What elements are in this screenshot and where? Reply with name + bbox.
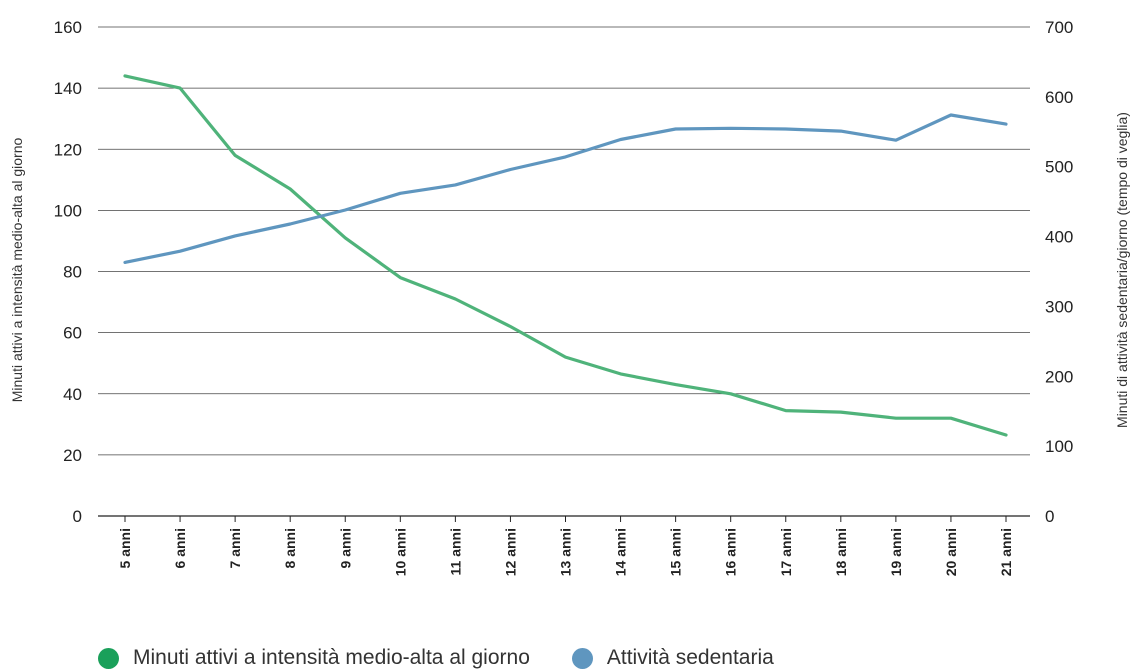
legend-item-sedentary: Attività sedentaria (571, 646, 774, 670)
right-axis-label: Minuti di attività sedentaria/giorno (te… (1114, 112, 1130, 428)
gridlines (98, 26, 1030, 517)
x-tick-label: 18 anni (833, 528, 849, 576)
left-y-tick-label: 0 (73, 507, 82, 526)
left-y-tick-label: 80 (63, 263, 82, 282)
x-axis: 5 anni 6 anni 7 anni 8 anni 9 anni 10 anni 11 … (117, 516, 1014, 576)
legend-label-active-minutes: Minuti attivi a intensità medio-alta al … (133, 646, 530, 669)
right-y-tick-label: 400 (1045, 228, 1073, 247)
right-y-tick-label: 200 (1045, 367, 1073, 386)
x-tick-label: 6 anni (172, 528, 188, 568)
left-y-axis: 0 20 40 60 80 100 120 140 160 (54, 18, 82, 526)
right-y-tick-label: 600 (1045, 88, 1073, 107)
legend-swatch-active-minutes (98, 647, 119, 669)
right-y-tick-label: 0 (1045, 507, 1054, 526)
legend-label-sedentary: Attività sedentaria (606, 646, 774, 669)
x-tick-label: 10 anni (392, 528, 408, 576)
left-y-tick-label: 160 (54, 18, 82, 37)
legend-swatch-sedentary (571, 647, 593, 669)
right-y-tick-label: 700 (1045, 18, 1073, 37)
left-y-tick-label: 20 (63, 446, 82, 465)
right-y-axis: 0 100 200 300 400 500 600 700 (1045, 18, 1073, 526)
series-line-sedentary (123, 113, 1008, 264)
right-y-tick-label: 100 (1045, 437, 1073, 456)
x-tick-label: 5 anni (117, 528, 133, 568)
left-y-tick-label: 40 (63, 385, 82, 404)
legend-item-active-minutes: Minuti attivi a intensità medio-alta al … (98, 646, 530, 670)
legend: Minuti attivi a intensità medio-alta al … (98, 646, 816, 670)
x-tick-label: 16 anni (723, 528, 739, 576)
left-y-tick-label: 100 (54, 201, 82, 220)
line-chart: 0 20 40 60 80 100 120 140 160 0 100 200 300 400 500 60… (9, 18, 1130, 576)
right-y-tick-label: 300 (1045, 297, 1073, 316)
x-tick-label: 7 anni (227, 528, 243, 568)
x-tick-label: 12 anni (502, 528, 518, 576)
series-line-active-minutes (123, 74, 1008, 437)
left-y-tick-label: 140 (54, 79, 82, 98)
x-tick-label: 8 anni (282, 528, 298, 568)
x-tick-label: 13 anni (558, 528, 574, 576)
series-lines (123, 74, 1008, 437)
x-tick-label: 15 anni (668, 528, 684, 576)
left-y-tick-label: 60 (63, 324, 82, 343)
x-tick-label: 14 anni (613, 528, 629, 576)
x-tick-label: 17 anni (778, 528, 794, 576)
x-tick-label: 21 anni (998, 528, 1014, 576)
x-tick-label: 11 anni (447, 528, 463, 575)
x-tick-label: 19 anni (888, 528, 904, 576)
left-y-tick-label: 120 (54, 140, 82, 159)
left-axis-label: Minuti attivi a intensità medio-alta al … (9, 137, 25, 402)
x-tick-label: 9 anni (337, 528, 353, 568)
right-y-tick-label: 500 (1045, 158, 1073, 177)
x-tick-label: 20 anni (943, 528, 959, 576)
